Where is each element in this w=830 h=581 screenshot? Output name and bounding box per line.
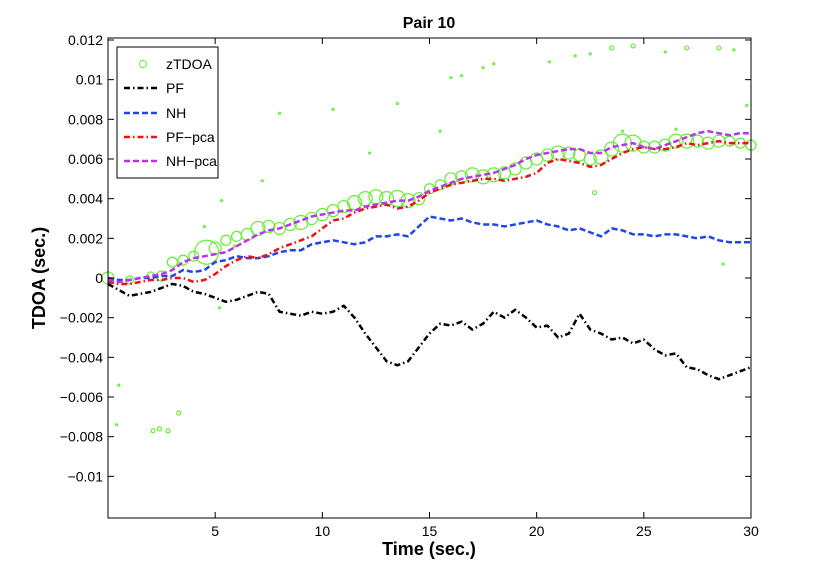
ztdoa-outliers-point [721,262,725,266]
legend-nh-pca-label: NH−pca [166,153,217,169]
ztdoa-outliers-point [367,151,372,155]
legend-pf-pca-label: PF−pca [166,129,215,145]
ztdoa-outliers-point [165,428,171,434]
ztdoa-outliers-point [481,66,485,70]
ztdoa-outliers-point [732,48,736,52]
ztdoa-outliers-point [176,410,182,416]
legend-nh-label: NH [166,105,186,121]
ztdoa-outliers-point [460,74,464,78]
ztdoa-outliers-point [260,179,264,183]
ztdoa-outliers-point [684,45,690,51]
ztdoa-point [624,134,642,152]
y-tick-label: 0.008 [68,111,103,127]
ztdoa-outliers-point [591,190,598,196]
ztdoa-point [193,239,220,265]
legend-ztdoa-label: zTDOA [166,56,213,72]
legend-ztdoa-marker [139,60,147,68]
ztdoa-point [658,138,672,152]
ztdoa-outliers-point [219,199,224,203]
y-tick-label: −0.004 [60,349,103,365]
y-axis-label: TDOA (sec.) [29,227,49,329]
axes-frame [107,37,752,519]
ztdoa-point [562,146,576,160]
ztdoa-point [166,256,178,268]
ztdoa-outliers-point [609,45,615,51]
ztdoa-point [508,162,522,176]
ztdoa-outliers-point [156,426,163,432]
ztdoa-point [540,148,554,162]
ztdoa-point [604,141,620,157]
y-tick-label: 0.012 [68,32,103,48]
x-tick-label: 20 [529,523,545,539]
tick-layer: 5 10 15 20 25 30 0.012 0.01 0.008 0.006 0.004 0.002… [60,32,759,539]
ztdoa-point [250,220,266,237]
ztdoa-outliers-point [716,45,722,51]
y-tick-label: −0.008 [60,429,103,445]
ztdoa-outliers-point [547,60,552,64]
ztdoa-outliers-point [449,76,453,80]
ztdoa-outliers-point [745,103,749,108]
x-tick-label: 10 [315,523,331,539]
ztdoa-point [701,136,715,150]
y-tick-label: 0.002 [68,230,103,246]
ztdoa-point [220,234,232,246]
ztdoa-outliers-point [492,62,496,66]
ztdoa-outliers-point [573,54,577,58]
x-tick-label: 25 [636,523,652,539]
ztdoa-outliers-point [150,428,156,434]
pf-line [107,282,752,381]
data-layer [101,43,757,434]
pf-pca-line [107,139,751,286]
ztdoa-point [668,133,684,149]
ztdoa-point [346,195,363,211]
ztdoa-outliers-point [117,383,121,387]
x-axis-label: Time (sec.) [382,539,476,559]
legend-pf-label: PF [166,80,184,96]
ztdoa-outliers-point [202,224,207,229]
y-tick-label: 0.006 [68,151,103,167]
ztdoa-point [337,199,351,214]
y-tick-label: 0.01 [76,72,103,88]
x-tick-label: 5 [211,523,219,539]
ztdoa-point [550,145,566,161]
ztdoa-point [690,134,705,148]
ztdoa-outliers-point [331,107,335,112]
ztdoa-point [388,190,406,208]
ztdoa-point [679,133,695,149]
y-tick-label: 0 [95,270,103,286]
ztdoa-outliers-point [395,101,399,106]
y-tick-label: −0.006 [60,389,103,405]
ztdoa-point [262,219,276,234]
ztdoa-outliers-point [588,52,592,56]
ztdoa-outliers-point [674,127,678,131]
x-tick-label: 30 [743,523,759,539]
ztdoa-point [124,275,135,285]
nh-pca-line [107,129,751,284]
ztdoa-outliers-markers [114,43,749,434]
ztdoa-outliers-point [114,423,119,427]
ztdoa-outliers-point [620,129,625,133]
legend: zTDOA PF NH PF−pca NH−pca [116,46,219,179]
ztdoa-outliers-point [663,50,667,54]
y-tick-label: −0.01 [68,468,104,484]
ztdoa-outliers-point [630,43,636,49]
y-tick-label: −0.002 [60,310,103,326]
nh-line [107,215,751,282]
ztdoa-outliers-point [217,306,222,310]
ztdoa-outliers-point [277,111,282,115]
ztdoa-outliers-point [232,244,237,248]
ztdoa-point [283,217,297,232]
y-tick-label: 0.004 [68,191,103,207]
chart-title: Pair 10 [403,15,456,32]
ztdoa-outliers-point [438,129,442,133]
x-tick-label: 15 [422,523,438,539]
